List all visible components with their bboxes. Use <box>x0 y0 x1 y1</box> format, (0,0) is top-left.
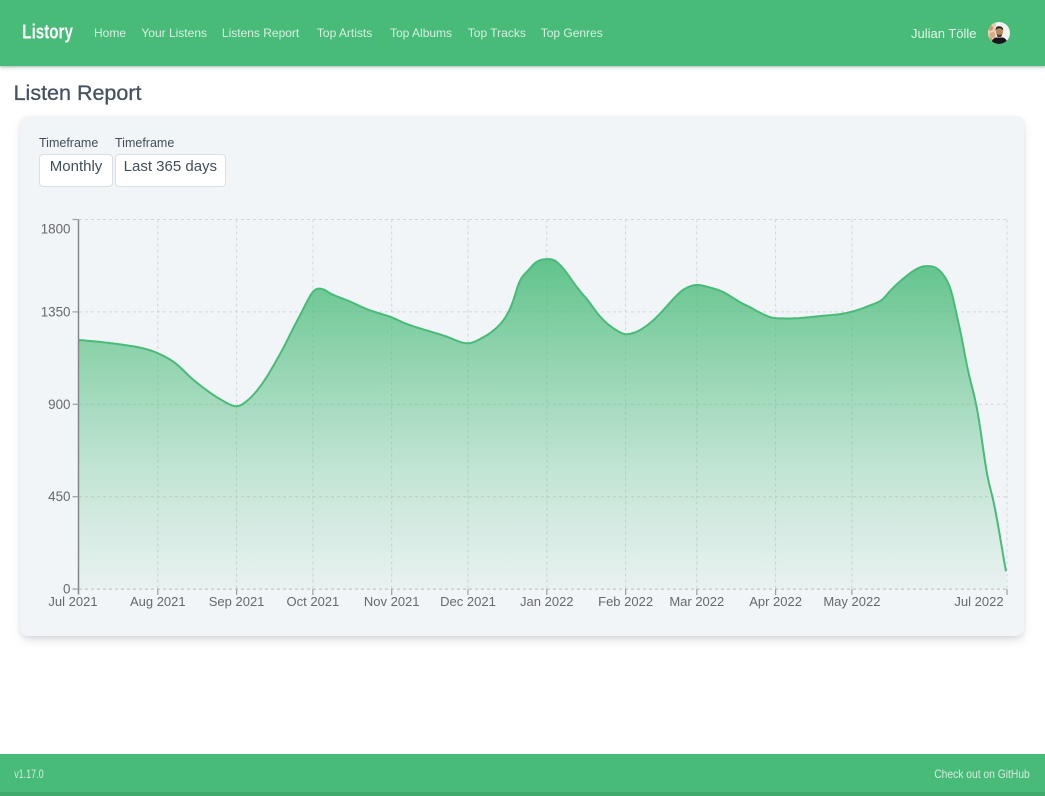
svg-text:1800: 1800 <box>41 221 71 236</box>
svg-text:Jul 2021: Jul 2021 <box>48 594 97 609</box>
svg-text:v1.17.0: v1.17.0 <box>14 767 44 781</box>
svg-text:Mar 2022: Mar 2022 <box>669 594 724 609</box>
svg-text:May 2022: May 2022 <box>823 594 880 609</box>
svg-text:900: 900 <box>48 397 70 412</box>
svg-text:Apr 2022: Apr 2022 <box>749 594 802 609</box>
svg-text:450: 450 <box>48 489 70 504</box>
svg-text:0: 0 <box>63 582 70 597</box>
svg-text:Sep 2021: Sep 2021 <box>209 594 265 609</box>
svg-text:Aug 2021: Aug 2021 <box>130 594 186 609</box>
svg-text:Dec 2021: Dec 2021 <box>440 594 496 609</box>
svg-text:Jan 2022: Jan 2022 <box>520 594 574 609</box>
svg-text:Feb 2022: Feb 2022 <box>598 594 653 609</box>
svg-text:Listory: Listory <box>22 22 73 44</box>
svg-text:Nov 2021: Nov 2021 <box>364 594 420 609</box>
svg-text:Oct 2021: Oct 2021 <box>287 594 340 609</box>
svg-text:Check out on GitHub: Check out on GitHub <box>934 767 1030 781</box>
svg-text:1350: 1350 <box>41 304 71 319</box>
svg-text:Jul 2022: Jul 2022 <box>954 594 1003 609</box>
